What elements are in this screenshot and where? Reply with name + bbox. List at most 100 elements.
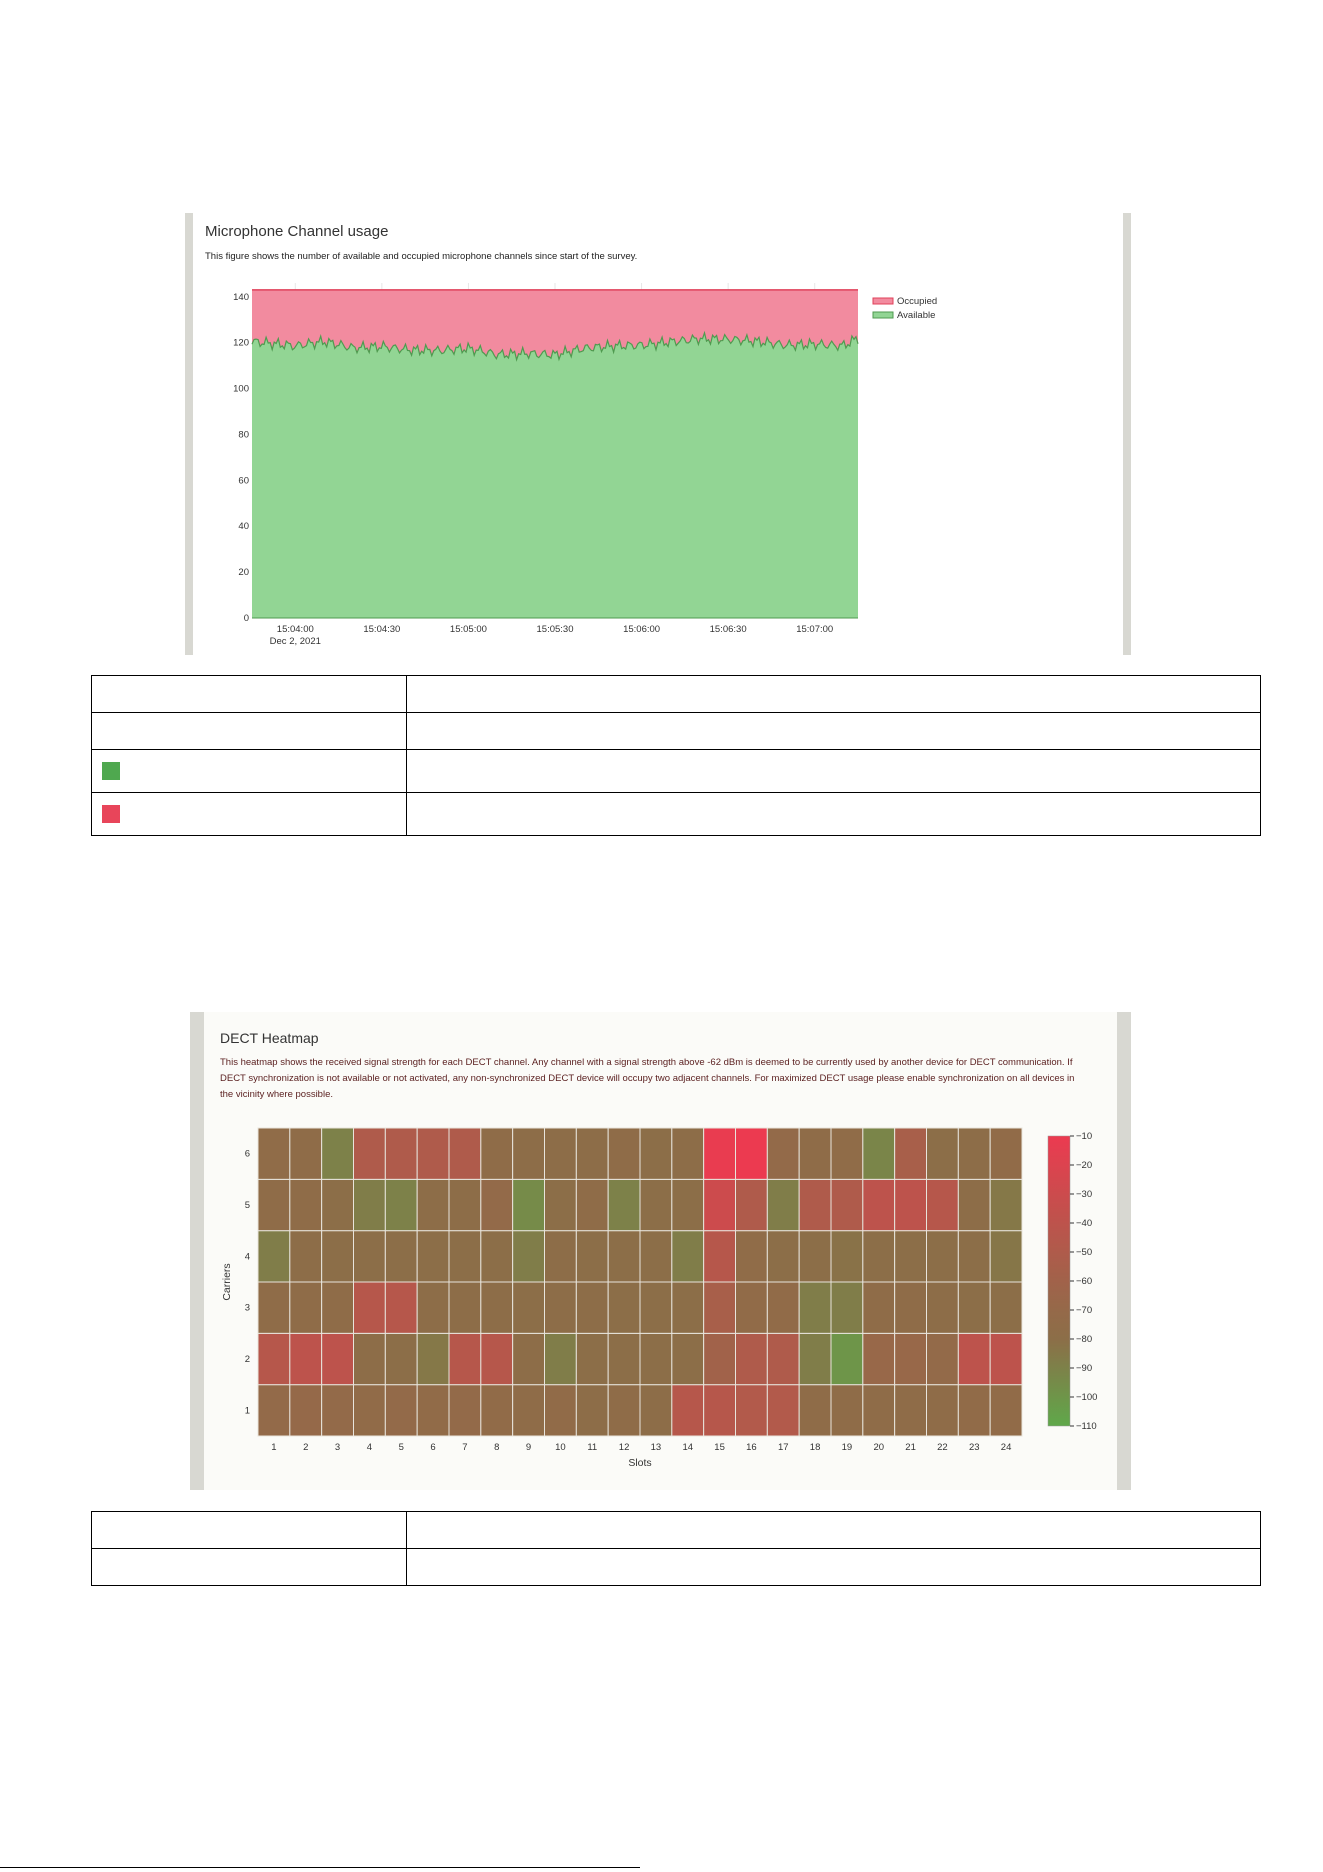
x-tick-sublabel: Dec 2, 2021 — [270, 636, 321, 647]
heatmap-cell — [257, 1178, 291, 1232]
heatmap-cell — [926, 1178, 959, 1232]
colorbar-tick-label: −110 — [1076, 1421, 1097, 1432]
heatmap-cell — [512, 1332, 545, 1386]
colorbar-tick-label: −80 — [1076, 1334, 1092, 1345]
heatmap-cell — [607, 1178, 641, 1232]
heatmap-cell — [353, 1230, 386, 1283]
footer-rule — [0, 1867, 640, 1868]
y-tick-label: 0 — [244, 613, 249, 624]
table-cell — [406, 712, 1261, 750]
heatmap-cell — [321, 1384, 354, 1437]
table-cell — [406, 1511, 1261, 1549]
heatmap-cell — [830, 1230, 864, 1283]
table-cell — [406, 675, 1261, 713]
heatmap-cell — [989, 1332, 1023, 1386]
heatmap-cell — [512, 1230, 545, 1283]
y-tick-label: 20 — [238, 567, 249, 578]
heatmap-cell — [544, 1384, 577, 1437]
heatmap-info-table — [91, 1511, 1261, 1586]
heatmap-cell — [703, 1332, 736, 1386]
legend-label-occupied: Occupied — [897, 296, 937, 307]
x-tick-label: 15:06:30 — [710, 624, 747, 635]
heatmap-cell — [416, 1384, 450, 1437]
heatmap-cell — [862, 1384, 896, 1437]
heatmap-cell — [926, 1384, 959, 1437]
heatmap-cell — [926, 1127, 959, 1180]
x-tick-label: 22 — [937, 1442, 948, 1453]
x-tick-label: 11 — [587, 1442, 597, 1453]
colorbar — [1047, 1135, 1071, 1427]
x-tick-label: 13 — [651, 1442, 662, 1453]
heatmap-cell — [989, 1127, 1023, 1180]
heatmap-cell — [862, 1178, 896, 1232]
heatmap-cell — [289, 1281, 323, 1334]
heatmap-cell — [575, 1281, 609, 1334]
table-cell — [91, 712, 407, 750]
table-row — [91, 712, 1261, 750]
heatmap-cell — [353, 1127, 386, 1180]
y-tick-label: 100 — [233, 384, 249, 395]
heatmap-cell — [512, 1127, 545, 1180]
x-tick-label: 10 — [555, 1442, 566, 1453]
table-cell — [91, 1548, 407, 1586]
heatmap-cell — [480, 1281, 514, 1334]
heatmap-cell — [544, 1281, 577, 1334]
heatmap-cell — [353, 1178, 386, 1232]
heatmap-cell — [766, 1127, 800, 1180]
table-cell — [91, 792, 407, 836]
microphone-channel-usage-figure: Microphone Channel usage This figure sho… — [185, 213, 1131, 655]
x-tick-label: 21 — [905, 1442, 916, 1453]
heatmap-cell — [384, 1178, 418, 1232]
x-tick-label: 3 — [335, 1442, 340, 1453]
heatmap-cell — [798, 1127, 832, 1180]
heatmap-cell — [862, 1230, 896, 1283]
heatmap-cell — [639, 1230, 673, 1283]
figure-title: Microphone Channel usage — [205, 223, 389, 240]
heatmap-cell — [321, 1332, 354, 1386]
heatmap-cell — [384, 1384, 418, 1437]
y-tick-label: 80 — [238, 429, 249, 440]
heatmap-cell — [289, 1230, 323, 1283]
table-row — [91, 675, 1261, 713]
x-tick-label: 15:04:00 — [277, 624, 314, 635]
x-tick-label: 4 — [367, 1442, 372, 1453]
heatmap-cell — [926, 1332, 959, 1386]
heatmap-cell — [957, 1281, 991, 1334]
heatmap-cell — [989, 1178, 1023, 1232]
heatmap-cell — [353, 1281, 386, 1334]
heatmap-cell — [321, 1127, 354, 1180]
heatmap-cell — [989, 1281, 1023, 1334]
heatmap-cell — [735, 1178, 768, 1232]
heatmap-cell — [735, 1230, 768, 1283]
heatmap-cell — [289, 1384, 323, 1437]
heatmap-cell — [894, 1127, 928, 1180]
heatmap-cell — [416, 1178, 450, 1232]
heatmap-cell — [830, 1178, 864, 1232]
x-tick-label: 15:04:30 — [363, 624, 400, 635]
heatmap-cell — [448, 1127, 482, 1180]
heatmap-cell — [830, 1384, 864, 1437]
heatmap-cell — [480, 1384, 514, 1437]
x-tick-label: 20 — [873, 1442, 884, 1453]
x-tick-label: 12 — [619, 1442, 630, 1453]
heatmap-cell — [735, 1127, 768, 1180]
heatmap-cell — [512, 1178, 545, 1232]
x-tick-label: 6 — [430, 1442, 435, 1453]
x-tick-label: 15 — [714, 1442, 725, 1453]
heatmap-cell — [671, 1127, 705, 1180]
heatmap-cell — [703, 1384, 736, 1437]
heatmap-cell — [894, 1332, 928, 1386]
colorbar-tick-label: −100 — [1076, 1392, 1097, 1403]
heatmap-cell — [416, 1127, 450, 1180]
table-cell — [91, 1511, 407, 1549]
heatmap-cell — [766, 1384, 800, 1437]
heatmap-cell — [671, 1384, 705, 1437]
heatmap-cell — [607, 1230, 641, 1283]
heatmap-cell — [416, 1281, 450, 1334]
table-cell — [91, 749, 407, 793]
heatmap-cell — [894, 1384, 928, 1437]
heatmap-cell — [798, 1384, 832, 1437]
y-tick-label: 40 — [238, 521, 249, 532]
colorbar-tick-label: −40 — [1076, 1218, 1092, 1229]
heatmap-cell — [766, 1178, 800, 1232]
